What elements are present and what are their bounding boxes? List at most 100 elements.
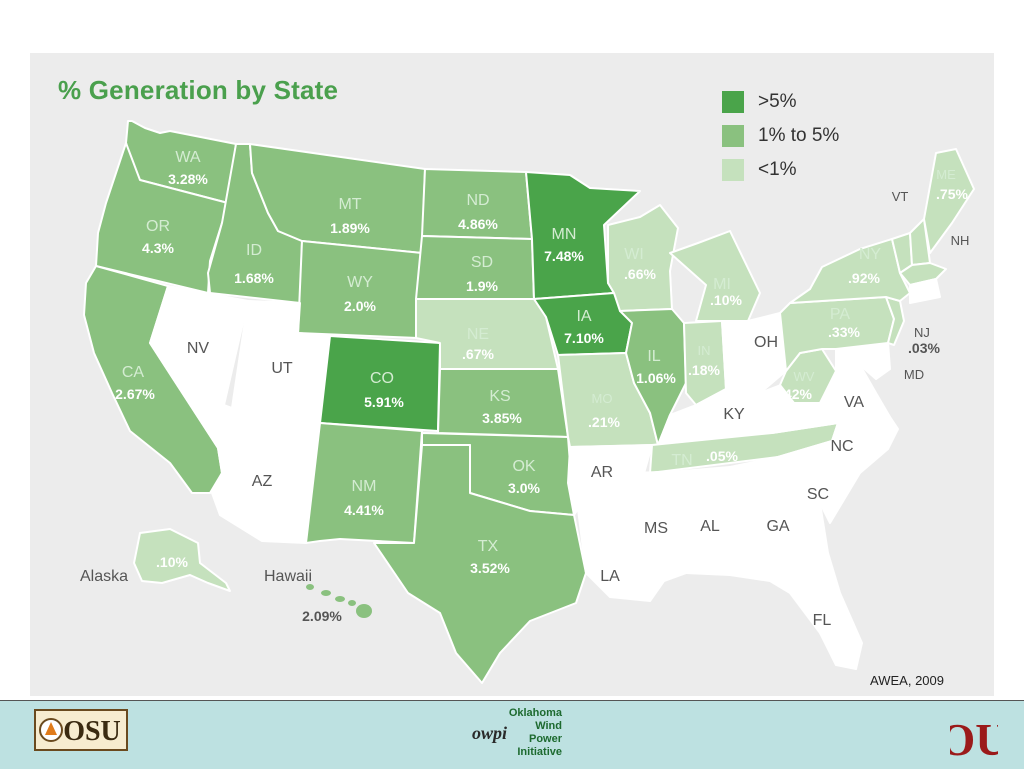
value-ne: .67% — [462, 346, 494, 362]
value-mt: 1.89% — [330, 220, 370, 236]
legend-swatch-high — [722, 91, 744, 113]
state-ga — [729, 456, 829, 554]
value-mo: .21% — [588, 414, 620, 430]
legend-label-low: <1% — [758, 159, 797, 180]
state-ct-ri — [909, 278, 941, 304]
label-wa: WA — [175, 149, 201, 166]
label-nj: NJ — [914, 325, 930, 340]
value-ok: 3.0% — [508, 480, 540, 496]
value-ia: 7.10% — [564, 330, 604, 346]
label-il: IL — [647, 348, 660, 365]
label-fl: FL — [813, 612, 832, 629]
label-wi: WI — [624, 246, 644, 263]
label-az: AZ — [252, 473, 273, 490]
value-in: .18% — [688, 362, 720, 378]
legend-label-high: >5% — [758, 91, 797, 112]
owpi-mark: owpi — [472, 723, 508, 743]
source-citation: AWEA, 2009 — [870, 673, 944, 688]
label-ga: GA — [766, 518, 789, 535]
legend-item-high: >5% — [722, 85, 839, 119]
label-nc: NC — [830, 438, 853, 455]
label-in: IN — [698, 343, 711, 358]
value-mi: .10% — [710, 292, 742, 308]
label-nv: NV — [187, 340, 210, 357]
value-tx: 3.52% — [470, 560, 510, 576]
label-oh: OH — [754, 334, 778, 351]
label-ok: OK — [512, 458, 535, 475]
osu-logo-mark: OSU — [39, 716, 121, 747]
label-hawaii: Hawaii — [264, 568, 312, 585]
label-ny: NY — [859, 246, 882, 263]
value-ca: 2.67% — [115, 386, 155, 402]
owpi-line-4: Initiative — [517, 746, 562, 758]
label-nm: NM — [352, 478, 377, 495]
legend-label-mid: 1% to 5% — [758, 125, 840, 146]
state-oh — [721, 312, 787, 394]
map-title: % Generation by State — [58, 75, 339, 105]
owpi-line-1: Oklahoma — [508, 707, 562, 719]
label-mo: MO — [592, 391, 613, 406]
value-id: 1.68% — [234, 270, 274, 286]
legend-item-mid: 1% to 5% — [722, 119, 839, 153]
state-mn — [525, 171, 641, 300]
value-or: 4.3% — [142, 240, 174, 256]
label-md: MD — [904, 367, 924, 382]
ou-logo-text: OU — [950, 714, 998, 765]
legend-swatch-low — [722, 159, 744, 181]
label-la: LA — [600, 568, 620, 585]
label-co: CO — [370, 370, 394, 387]
label-wv: WV — [794, 369, 815, 384]
value-wy: 2.0% — [344, 298, 376, 314]
label-ks: KS — [489, 388, 510, 405]
state-ak — [133, 528, 231, 592]
label-nd: ND — [466, 192, 489, 209]
label-me: ME — [936, 167, 956, 182]
value-tn: .05% — [706, 448, 738, 464]
label-mn: MN — [552, 226, 577, 243]
osu-logo-text: OSU — [63, 716, 121, 747]
owpi-name: Oklahoma Wind Power Initiative — [508, 707, 562, 759]
label-ia: IA — [576, 308, 591, 325]
footer-bar: OSU owpi Oklahoma Wind Power Initiative … — [0, 700, 1024, 769]
value-nd: 4.86% — [458, 216, 498, 232]
value-pa: .33% — [828, 324, 860, 340]
value-hi: 2.09% — [302, 608, 342, 624]
owpi-line-3: Power — [528, 733, 562, 745]
label-ar: AR — [591, 464, 613, 481]
legend-swatch-mid — [722, 125, 744, 147]
label-ky: KY — [723, 406, 745, 423]
osu-logo: OSU — [34, 709, 128, 751]
value-me: .75% — [936, 186, 968, 202]
state-nm — [305, 422, 423, 544]
owpi-line-2: Wind — [535, 720, 562, 732]
label-sc: SC — [807, 486, 829, 503]
value-nj: .03% — [908, 340, 940, 356]
slide-panel: WA 3.28% OR 4.3% CA 2.67% ID 1.68% MT 1.… — [30, 53, 994, 696]
label-va: VA — [844, 394, 864, 411]
state-nc — [777, 416, 899, 474]
label-sd: SD — [471, 254, 493, 271]
legend-item-low: <1% — [722, 153, 839, 187]
value-ks: 3.85% — [482, 410, 522, 426]
label-al: AL — [700, 518, 720, 535]
label-mt: MT — [338, 196, 361, 213]
label-alaska: Alaska — [80, 568, 128, 585]
state-wi — [607, 204, 679, 312]
value-wi: .66% — [624, 266, 656, 282]
state-mi — [669, 230, 761, 322]
ou-logo: OU — [950, 714, 998, 765]
value-ak: .10% — [156, 554, 188, 570]
label-vt: VT — [892, 189, 909, 204]
value-ny: .92% — [848, 270, 880, 286]
value-il: 1.06% — [636, 370, 676, 386]
legend: >5% 1% to 5% <1% — [722, 85, 839, 187]
state-hi — [306, 584, 372, 618]
label-pa: PA — [830, 306, 850, 323]
state-fl — [685, 552, 863, 670]
value-sd: 1.9% — [466, 278, 498, 294]
value-nm: 4.41% — [344, 502, 384, 518]
value-wa: 3.28% — [168, 171, 208, 187]
owpi-logo: owpi Oklahoma Wind Power Initiative — [472, 705, 572, 765]
us-map: WA 3.28% OR 4.3% CA 2.67% ID 1.68% MT 1.… — [80, 120, 975, 684]
value-mn: 7.48% — [544, 248, 584, 264]
